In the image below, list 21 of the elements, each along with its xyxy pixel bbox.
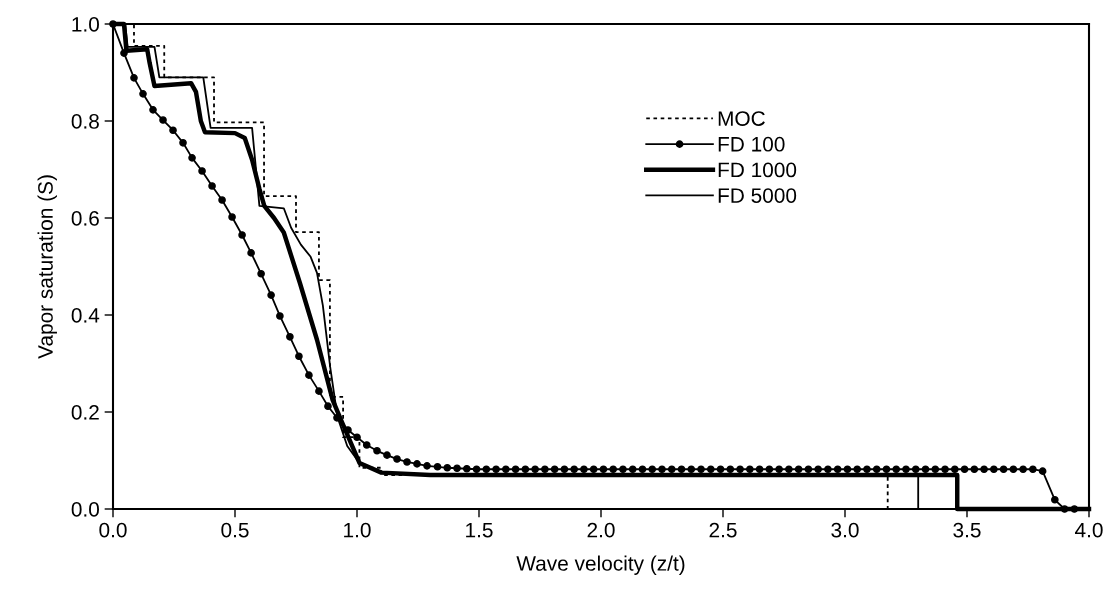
x-tick-label: 4.0 [1075,522,1103,538]
legend-label: FD 1000 [718,162,797,178]
x-tick-label: 3.5 [953,522,981,538]
y-tick-label: 0.4 [71,308,100,323]
x-tick-label: 0.5 [221,522,249,538]
y-tick-label: 0.2 [71,405,99,420]
y-tick-label: 1.0 [72,17,99,32]
y-axis-title: Vapor saturation (S) [37,175,57,359]
x-axis-title: Wave velocity (z/t) [516,555,685,575]
legend-label: MOC [718,111,765,126]
y-tick-label: 0.8 [71,114,99,129]
x-tick-label: 2.0 [587,522,615,538]
legend-label: FD 5000 [718,188,797,203]
y-tick-label: 0.0 [71,502,99,517]
x-tick-label: 1.5 [466,522,493,538]
y-tick-label: 0.6 [71,211,99,226]
x-tick-label: 0.0 [99,522,127,538]
legend-label: FD 100 [718,136,785,152]
x-tick-label: 3.0 [831,522,859,538]
x-tick-label: 2.5 [709,522,737,538]
x-tick-label: 1.0 [344,522,371,538]
